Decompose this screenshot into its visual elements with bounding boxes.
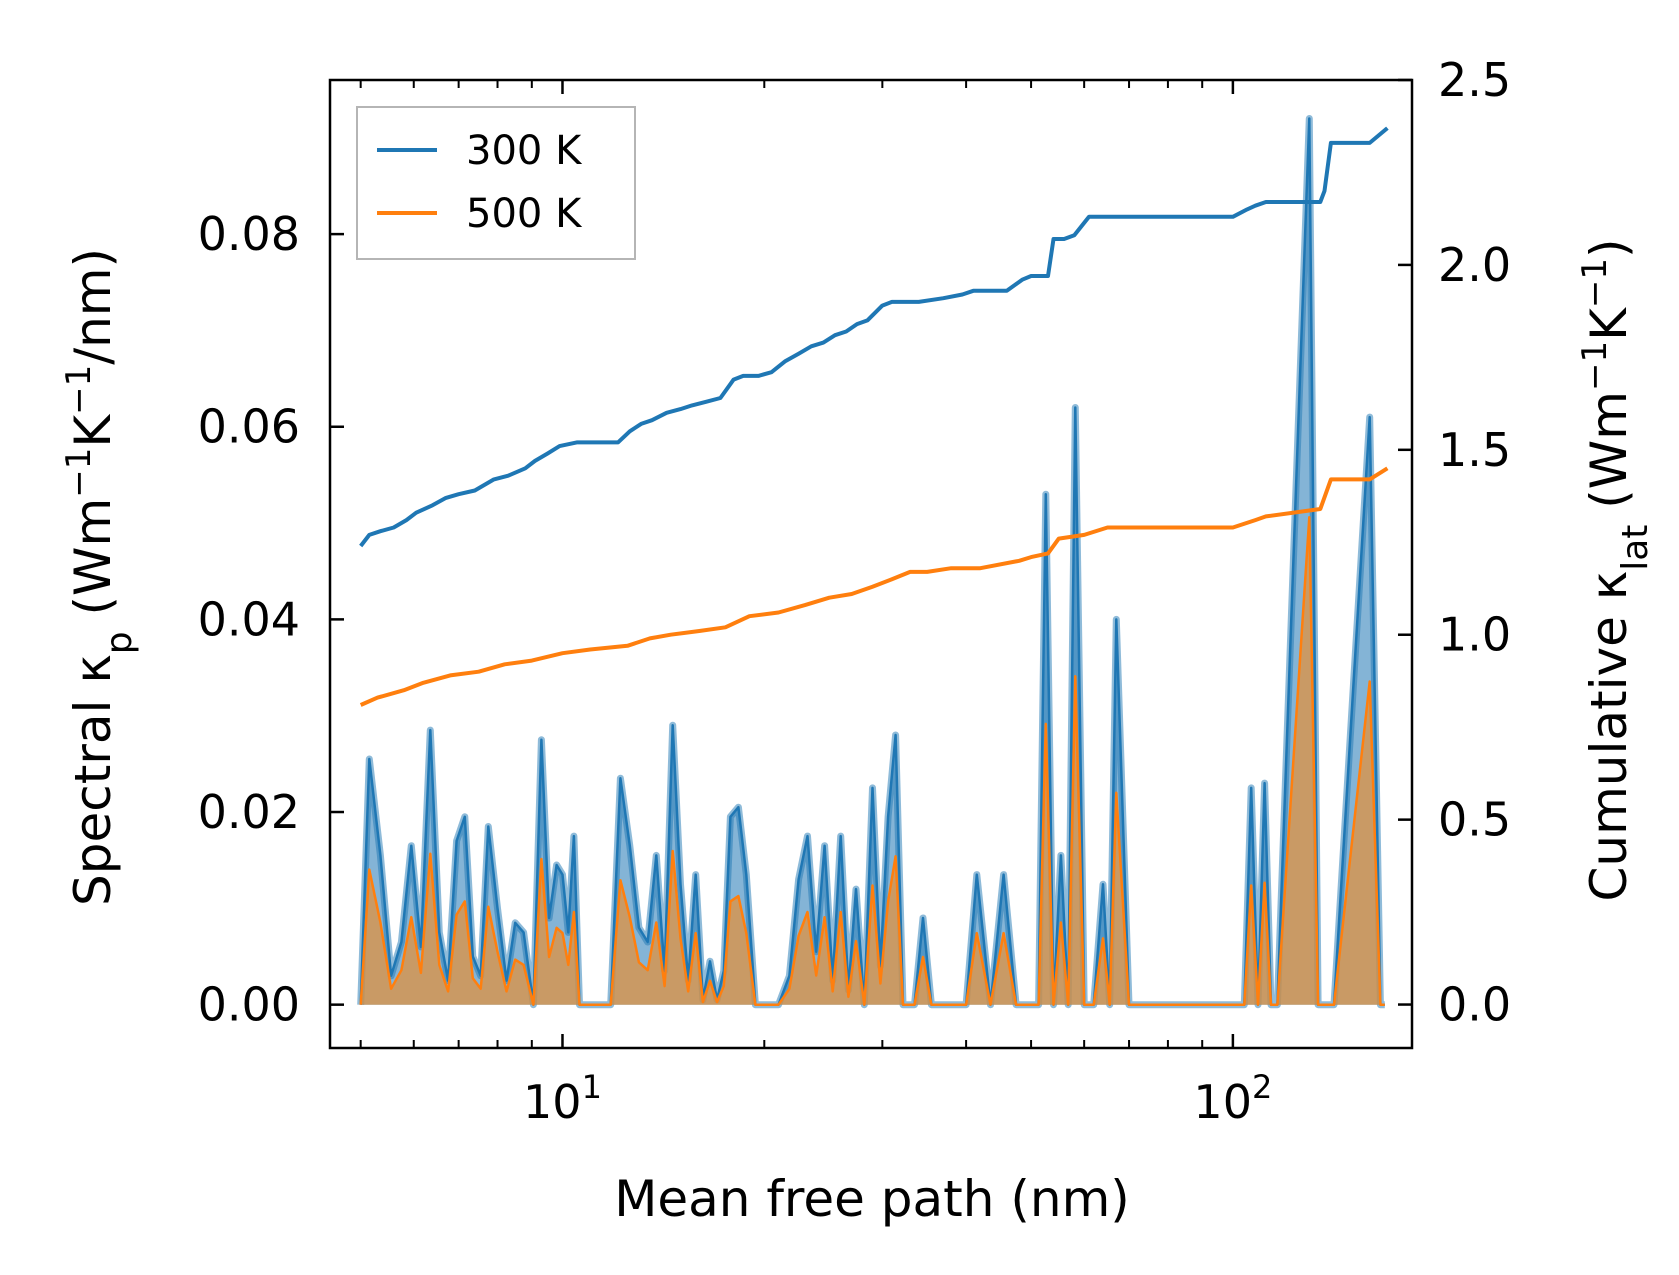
legend-frame bbox=[356, 106, 636, 260]
y-left-tick-label: 0.02 bbox=[198, 785, 300, 839]
plot-area bbox=[357, 115, 1389, 1009]
plot-clip-group bbox=[357, 115, 1389, 1009]
y-right-tick-label: 1.0 bbox=[1438, 608, 1511, 662]
y-right-tick-label: 0.5 bbox=[1438, 793, 1511, 847]
axes: 101 102 0.00 0.02 0.04 0.06 0.08 0.0 0.5 1.0 1.5 2.… bbox=[198, 53, 1512, 1129]
legend-300k-label: 300 K bbox=[466, 128, 583, 174]
x-axis-title: Mean free path (nm) bbox=[614, 1170, 1130, 1228]
x-tick-label: 102 bbox=[1193, 1068, 1272, 1129]
y-right-axis-title: Cumulative κlat (Wm−1K−1) bbox=[1575, 238, 1656, 901]
y-left-tick-label: 0.08 bbox=[198, 207, 300, 261]
cumulative-line-300k bbox=[359, 126, 1389, 548]
y-right-tick-label: 2.5 bbox=[1438, 53, 1511, 107]
y-left-tick-label: 0.04 bbox=[198, 592, 300, 646]
spectral-500k-line bbox=[359, 516, 1385, 1006]
y-left-tick-label: 0.06 bbox=[198, 400, 300, 454]
spectral-500k-area bbox=[360, 517, 1385, 1005]
y-right-tick-label: 2.0 bbox=[1438, 238, 1511, 292]
y-right-tick-label: 0.0 bbox=[1438, 978, 1511, 1032]
legend-500k-label: 500 K bbox=[466, 191, 583, 237]
axes-frame bbox=[328, 78, 1414, 1050]
cumulative-line-500k bbox=[359, 466, 1389, 707]
x-tick-label: 101 bbox=[523, 1068, 602, 1129]
y-left-tick-label: 0.00 bbox=[198, 978, 300, 1032]
y-left-axis-title: Spectral κp (Wm−1K−1/nm) bbox=[59, 248, 140, 906]
spectral-300k-line bbox=[359, 117, 1385, 1006]
legend: 300 K 500 K bbox=[356, 106, 636, 260]
y-right-tick-label: 1.5 bbox=[1438, 423, 1511, 477]
